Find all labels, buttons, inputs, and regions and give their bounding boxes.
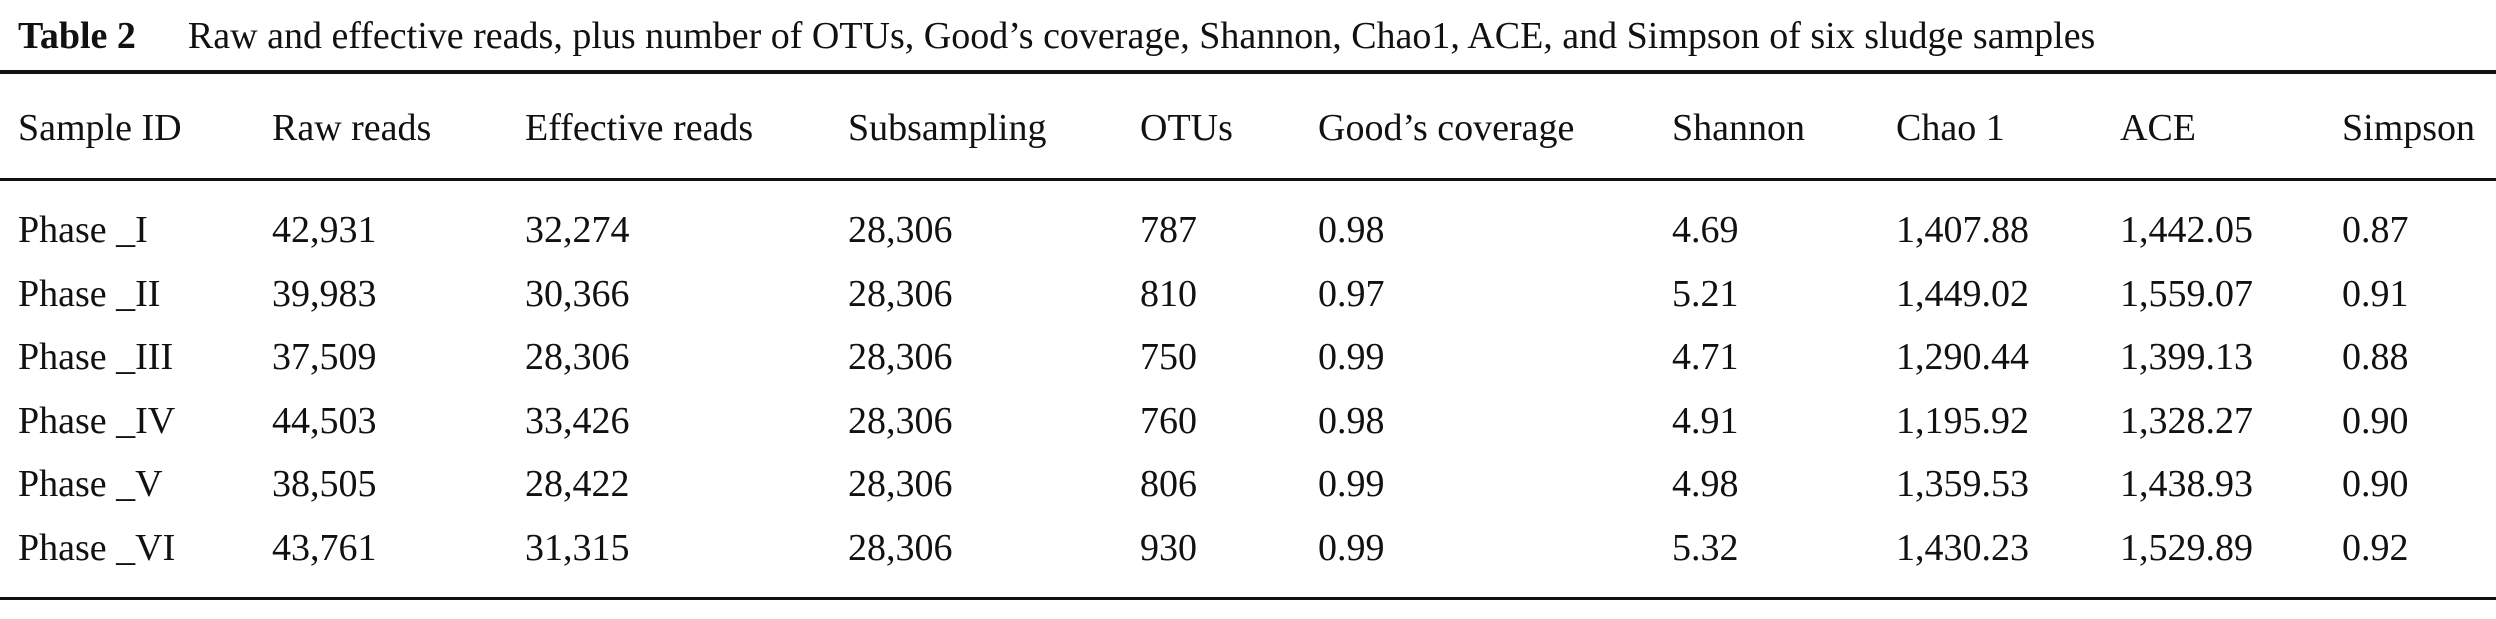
cell-shannon: 4.71 — [1672, 336, 1739, 379]
cell-shannon: 4.69 — [1672, 209, 1739, 251]
cell-good-s-coverage: 0.97 — [1318, 272, 1385, 315]
cell-shannon: 5.21 — [1672, 272, 1739, 315]
cell-otus: 760 — [1140, 399, 1197, 442]
cell-chao-1: 1,359.53 — [1896, 463, 2029, 506]
table-caption: Table 2 Raw and effective reads, plus num… — [18, 12, 2095, 60]
cell-sample-id: Phase _IV — [18, 399, 176, 442]
cell-ace: 1,442.05 — [2120, 209, 2253, 251]
cell-otus: 750 — [1140, 336, 1197, 379]
cell-sample-id: Phase _II — [18, 272, 161, 315]
cell-raw-reads: 39,983 — [272, 272, 377, 315]
cell-raw-reads: 43,761 — [272, 527, 377, 569]
cell-chao-1: 1,449.02 — [1896, 272, 2029, 315]
cell-subsampling: 28,306 — [848, 336, 953, 379]
cell-subsampling: 28,306 — [848, 272, 953, 315]
cell-raw-reads: 44,503 — [272, 399, 377, 442]
cell-raw-reads: 38,505 — [272, 463, 377, 506]
cell-sample-id: Phase _I — [18, 209, 148, 251]
cell-subsampling: 28,306 — [848, 527, 953, 569]
cell-chao-1: 1,195.92 — [1896, 399, 2029, 442]
column-header-ace: ACE — [2120, 107, 2196, 149]
cell-simpson: 0.92 — [2342, 527, 2409, 569]
column-header-effective-reads: Effective reads — [525, 107, 754, 149]
cell-sample-id: Phase _V — [18, 463, 163, 506]
cell-effective-reads: 30,366 — [525, 272, 630, 315]
cell-otus: 930 — [1140, 527, 1197, 569]
cell-raw-reads: 42,931 — [272, 209, 377, 251]
cell-good-s-coverage: 0.99 — [1318, 527, 1385, 569]
cell-subsampling: 28,306 — [848, 463, 953, 506]
column-header-subsampling: Subsampling — [848, 107, 1047, 149]
cell-effective-reads: 33,426 — [525, 399, 630, 442]
cell-good-s-coverage: 0.98 — [1318, 209, 1385, 251]
cell-simpson: 0.88 — [2342, 336, 2409, 379]
table-label: Table 2 — [18, 15, 136, 57]
cell-effective-reads: 28,422 — [525, 463, 630, 506]
cell-simpson: 0.91 — [2342, 272, 2409, 315]
cell-chao-1: 1,290.44 — [1896, 336, 2029, 379]
cell-otus: 806 — [1140, 463, 1197, 506]
column-header-chao-1: Chao 1 — [1896, 107, 2005, 149]
cell-effective-reads: 32,274 — [525, 209, 630, 251]
cell-subsampling: 28,306 — [848, 399, 953, 442]
cell-chao-1: 1,407.88 — [1896, 209, 2029, 251]
column-header-good-s-coverage: Good’s coverage — [1318, 107, 1575, 149]
cell-subsampling: 28,306 — [848, 209, 953, 251]
column-header-raw-reads: Raw reads — [272, 107, 432, 149]
column-header-sample-id: Sample ID — [18, 107, 182, 149]
cell-good-s-coverage: 0.99 — [1318, 463, 1385, 506]
cell-effective-reads: 28,306 — [525, 336, 630, 379]
header-rule — [0, 178, 2496, 181]
cell-raw-reads: 37,509 — [272, 336, 377, 379]
cell-chao-1: 1,430.23 — [1896, 527, 2029, 569]
cell-good-s-coverage: 0.99 — [1318, 336, 1385, 379]
cell-ace: 1,438.93 — [2120, 463, 2253, 506]
cell-otus: 787 — [1140, 209, 1197, 251]
cell-shannon: 5.32 — [1672, 527, 1739, 569]
column-header-simpson: Simpson — [2342, 107, 2476, 149]
bottom-rule — [0, 597, 2496, 600]
cell-shannon: 4.91 — [1672, 399, 1739, 442]
cell-shannon: 4.98 — [1672, 463, 1739, 506]
column-header-shannon: Shannon — [1672, 107, 1805, 149]
cell-sample-id: Phase _VI — [18, 527, 176, 569]
column-header-otus: OTUs — [1140, 107, 1233, 149]
cell-ace: 1,399.13 — [2120, 336, 2253, 379]
cell-sample-id: Phase _III — [18, 336, 174, 379]
cell-good-s-coverage: 0.98 — [1318, 399, 1385, 442]
cell-simpson: 0.87 — [2342, 209, 2409, 251]
cell-ace: 1,328.27 — [2120, 399, 2253, 442]
cell-simpson: 0.90 — [2342, 399, 2409, 442]
top-rule — [0, 70, 2496, 74]
cell-otus: 810 — [1140, 272, 1197, 315]
cell-ace: 1,529.89 — [2120, 527, 2253, 569]
cell-simpson: 0.90 — [2342, 463, 2409, 506]
cell-ace: 1,559.07 — [2120, 272, 2253, 315]
cell-effective-reads: 31,315 — [525, 527, 630, 569]
table-caption-text: Raw and effective reads, plus number of … — [187, 15, 2096, 57]
